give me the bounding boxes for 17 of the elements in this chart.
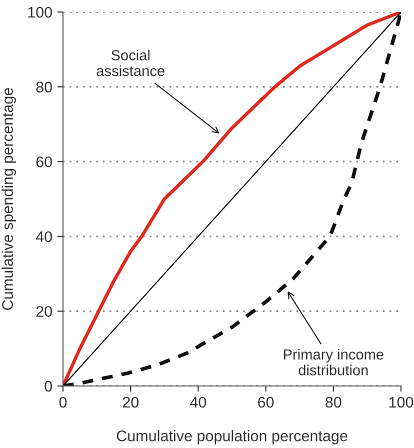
x-tick-label: 20 xyxy=(122,396,138,408)
y-tick-label: 60 xyxy=(36,156,52,168)
x-tick-label: 80 xyxy=(326,396,342,408)
x-tick-label: 60 xyxy=(258,396,274,408)
y-axis-title: Cumulative spending percentage xyxy=(2,88,16,310)
line-series xyxy=(63,12,401,386)
x-tick-label: 100 xyxy=(389,396,414,408)
x-axis-title: Cumulative population percentage xyxy=(116,430,348,444)
y-tick-label: 40 xyxy=(36,231,52,242)
y-tick-label: 20 xyxy=(36,306,52,317)
annotation: Primary income distribution xyxy=(284,348,384,376)
y-tick-label: 80 xyxy=(36,82,52,92)
x-tick-label: 40 xyxy=(190,396,206,408)
x-tick-label: 0 xyxy=(59,396,67,408)
annotation: Social assistance xyxy=(96,50,164,76)
y-tick-label: 100 xyxy=(28,6,52,18)
y-tick-label: 0 xyxy=(44,380,52,392)
